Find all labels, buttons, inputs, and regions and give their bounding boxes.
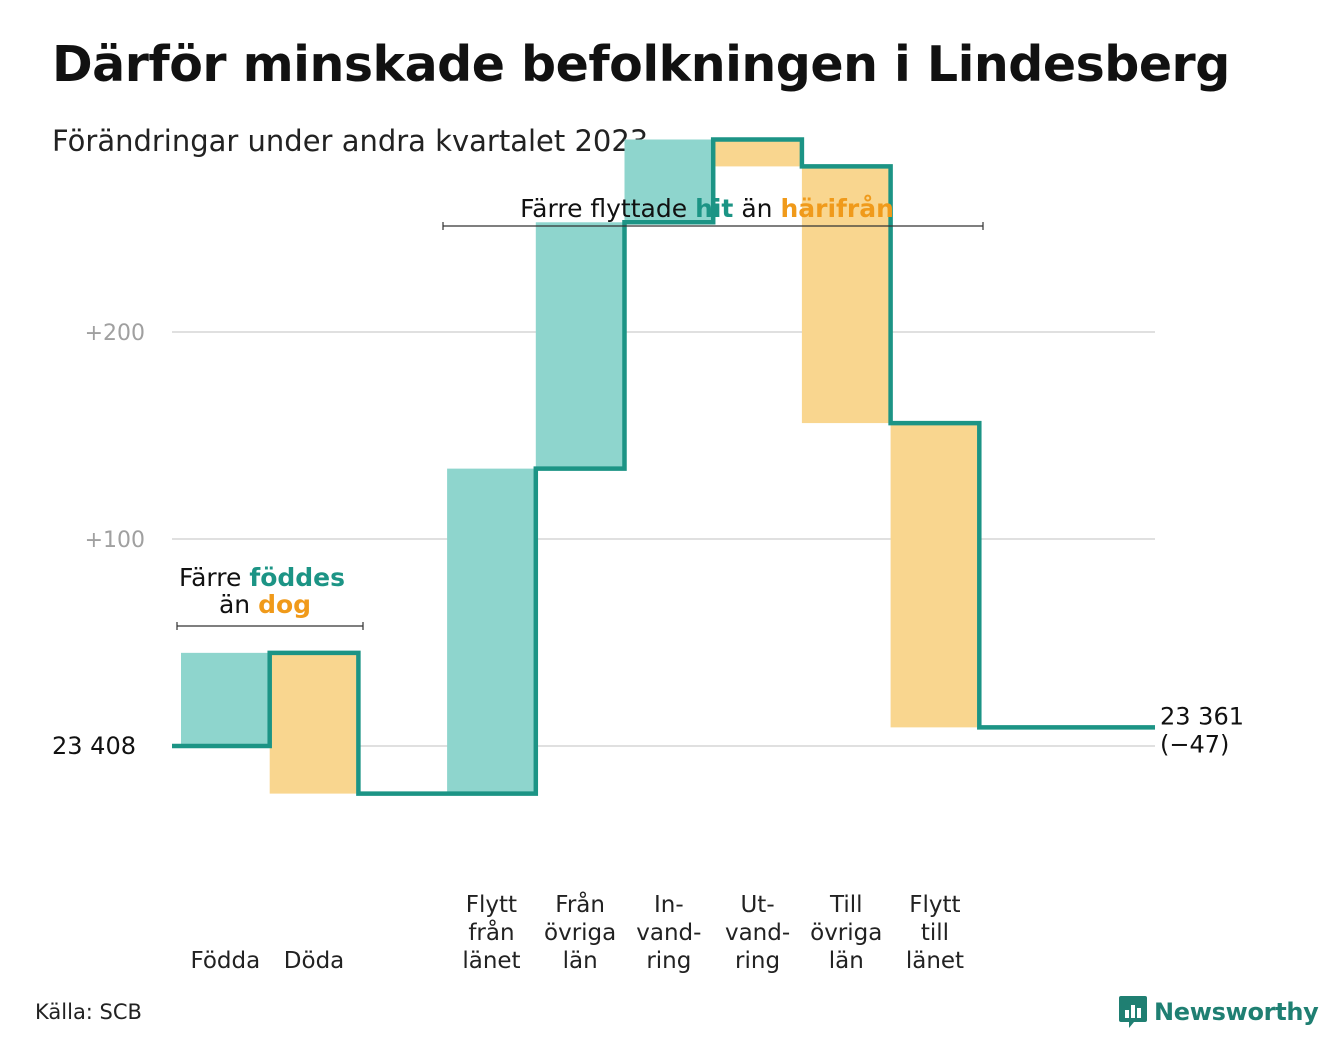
- x-tick-label: Till: [829, 892, 863, 918]
- waterfall-bar: [447, 468, 534, 794]
- x-tick-label: ring: [735, 948, 780, 974]
- x-tick-label: Flytt: [909, 892, 960, 918]
- end-change-label: (−47): [1160, 730, 1229, 758]
- waterfall-bar: [890, 423, 978, 728]
- waterfall-bar: [269, 652, 357, 794]
- x-tick-label: Från: [555, 890, 605, 918]
- moves-annotation: Färre flyttade hit än härifrån: [520, 194, 894, 223]
- x-tick-label: ring: [646, 948, 691, 974]
- births-annotation-line2: än dog: [219, 590, 311, 619]
- cumulative-step-line: [172, 137, 1155, 796]
- x-tick-label: Döda: [284, 948, 344, 974]
- x-tick-label: länet: [462, 948, 520, 974]
- end-value-label: 23 361: [1160, 702, 1244, 730]
- start-value-label: 23 408: [52, 732, 136, 760]
- chart-title: Därför minskade befolkningen i Lindesber…: [52, 36, 1230, 93]
- source-note: Källa: SCB: [35, 1000, 142, 1024]
- x-tick-label: län: [563, 948, 598, 974]
- births-annotation-line1: Färre föddes: [179, 563, 345, 592]
- waterfall-bar: [181, 652, 268, 746]
- x-tick-label: vand-: [725, 920, 790, 946]
- x-tick-label: Ut-: [740, 892, 774, 918]
- newsworthy-logo-icon: [1119, 996, 1147, 1028]
- brand-name: Newsworthy: [1154, 998, 1319, 1026]
- x-tick-label: Födda: [190, 948, 260, 974]
- chart-subtitle: Förändringar under andra kvartalet 2023: [52, 124, 649, 158]
- x-tick-label: övriga: [810, 920, 882, 946]
- x-tick-label: från: [468, 918, 514, 946]
- x-tick-label: vand-: [636, 920, 701, 946]
- waterfall-bar: [713, 139, 800, 167]
- x-tick-label: län: [829, 948, 864, 974]
- waterfall-bar: [624, 139, 712, 223]
- x-tick-label: Flytt: [466, 892, 517, 918]
- x-tick-label: In-: [654, 892, 684, 918]
- x-tick-label: övriga: [544, 920, 616, 946]
- y-tick-label: +200: [85, 321, 145, 346]
- y-tick-label: +100: [85, 528, 145, 553]
- x-tick-label: till: [921, 920, 949, 946]
- waterfall-bar: [801, 166, 889, 424]
- x-tick-label: länet: [906, 948, 964, 974]
- waterfall-bar: [535, 222, 623, 469]
- brand-logo: Newsworthy: [1118, 994, 1319, 1030]
